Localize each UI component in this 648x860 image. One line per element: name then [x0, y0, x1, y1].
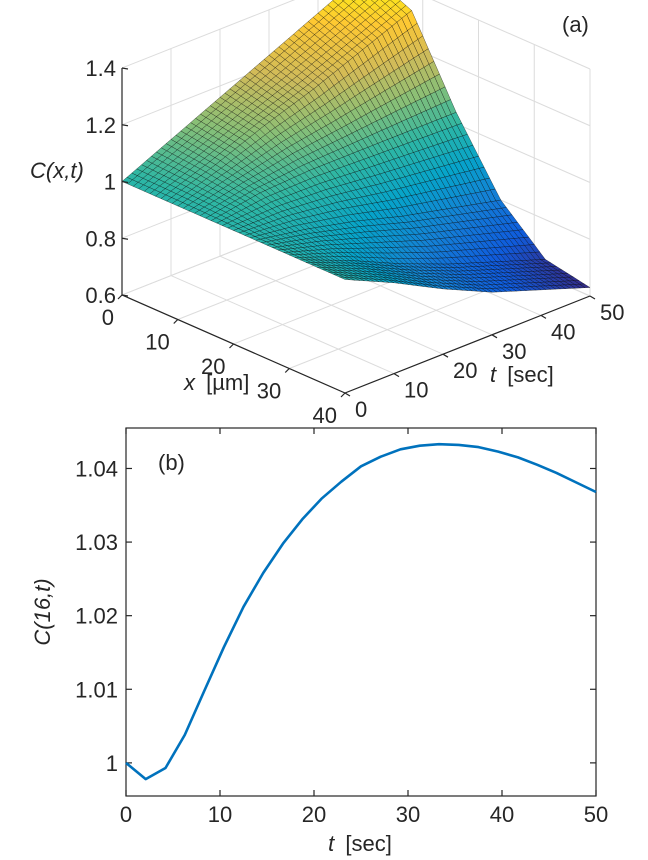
surface-patch	[351, 0, 356, 2]
panel-a-xlabel-var: x	[183, 370, 196, 395]
x-tick-label: 20	[201, 354, 225, 379]
z-tick-label: 1	[104, 170, 116, 195]
grid-line	[170, 275, 395, 375]
panel-a-zlabel: C(x,t)	[30, 158, 84, 183]
t-tick-label: 10	[404, 378, 428, 403]
t-tick-label: 30	[502, 339, 526, 364]
t-tick-mark	[540, 314, 547, 319]
x-tick-label: 50	[584, 802, 608, 827]
x-tick-mark	[284, 368, 290, 373]
panel-b: 0 10 20 30 40 50 1 1.01 1.02 1.03 1.04 (b) C(16,t)…	[30, 427, 608, 856]
series-line	[125, 442, 597, 781]
t-tick-label: 20	[453, 358, 477, 383]
x-tick-mark	[117, 294, 123, 300]
z-tick-mark	[121, 124, 129, 127]
x-tick-label: 0	[120, 802, 132, 827]
y-tick-label: 1.03	[75, 530, 118, 555]
panel-b-ticks: 0 10 20 30 40 50 1 1.01 1.02 1.03 1.04	[75, 428, 608, 827]
z-tick-label: 0.8	[85, 226, 116, 251]
x-tick-label: 10	[145, 330, 169, 355]
x-tick-label: 30	[257, 379, 281, 404]
z-tick-mark	[121, 67, 129, 70]
z-tick-label: 1.4	[85, 56, 116, 81]
panel-a-surface	[121, 0, 591, 293]
x-tick-label: 0	[102, 305, 114, 330]
panel-a-xlabel: x [µm]	[183, 370, 249, 395]
x-tick-mark	[340, 392, 346, 398]
z-tick-label: 1.2	[85, 113, 116, 138]
panel-a-axes	[117, 67, 596, 398]
t-axis-line	[344, 295, 591, 394]
panel-b-frame	[125, 427, 597, 797]
z-tick-mark	[121, 180, 129, 184]
x-tick-label: 10	[208, 802, 232, 827]
panel-b-ylabel: C(16,t)	[30, 578, 55, 645]
t-tick-mark	[589, 295, 596, 300]
panel-a-ticks: 0.6 0.8 1 1.2 1.4 0 10 20 30 40 0 10 20 30 40 50	[85, 56, 624, 428]
panel-b-xlabel-var: t	[328, 831, 335, 856]
panel-b-series	[125, 442, 597, 781]
panel-b-xlabel-unit: [sec]	[345, 831, 391, 856]
x-tick-mark	[173, 319, 179, 324]
z-tick-mark	[121, 294, 129, 297]
surface-patch	[341, 0, 345, 2]
t-tick-label: 40	[551, 319, 575, 344]
y-tick-label: 1.01	[75, 677, 118, 702]
x-tick-label: 30	[396, 802, 420, 827]
panel-a-tlabel-unit: [sec]	[507, 362, 553, 387]
grid-line	[121, 0, 296, 69]
t-tick-label: 0	[355, 397, 367, 422]
x-tick-mark	[229, 343, 234, 349]
y-tick-label: 1.02	[75, 604, 118, 629]
panel-a-tlabel-var: t	[490, 362, 497, 387]
x-tick-label: 20	[302, 802, 326, 827]
x-tick-label: 40	[490, 802, 514, 827]
t-tick-mark	[442, 353, 449, 358]
surface-patch	[339, 276, 350, 280]
panel-a-tlabel: t [sec]	[490, 362, 554, 387]
panel-a: 0.6 0.8 1 1.2 1.4 0 10 20 30 40 0 10 20 30 40 50 (a) C(…	[30, 0, 624, 428]
t-tick-mark	[393, 373, 400, 378]
z-tick-mark	[121, 237, 129, 240]
y-tick-label: 1.04	[75, 456, 118, 481]
t-tick-mark	[491, 334, 498, 339]
panel-b-label: (b)	[158, 450, 185, 475]
panel-a-xlabel-unit: [µm]	[206, 370, 249, 395]
y-tick-label: 1	[106, 751, 118, 776]
panel-a-label: (a)	[562, 12, 589, 37]
z-tick-label: 0.6	[85, 283, 116, 308]
x-tick-label: 40	[313, 403, 337, 428]
t-tick-mark	[344, 392, 351, 397]
grid-line	[219, 255, 444, 355]
t-tick-label: 50	[600, 300, 624, 325]
panel-b-xlabel: t [sec]	[328, 831, 392, 856]
